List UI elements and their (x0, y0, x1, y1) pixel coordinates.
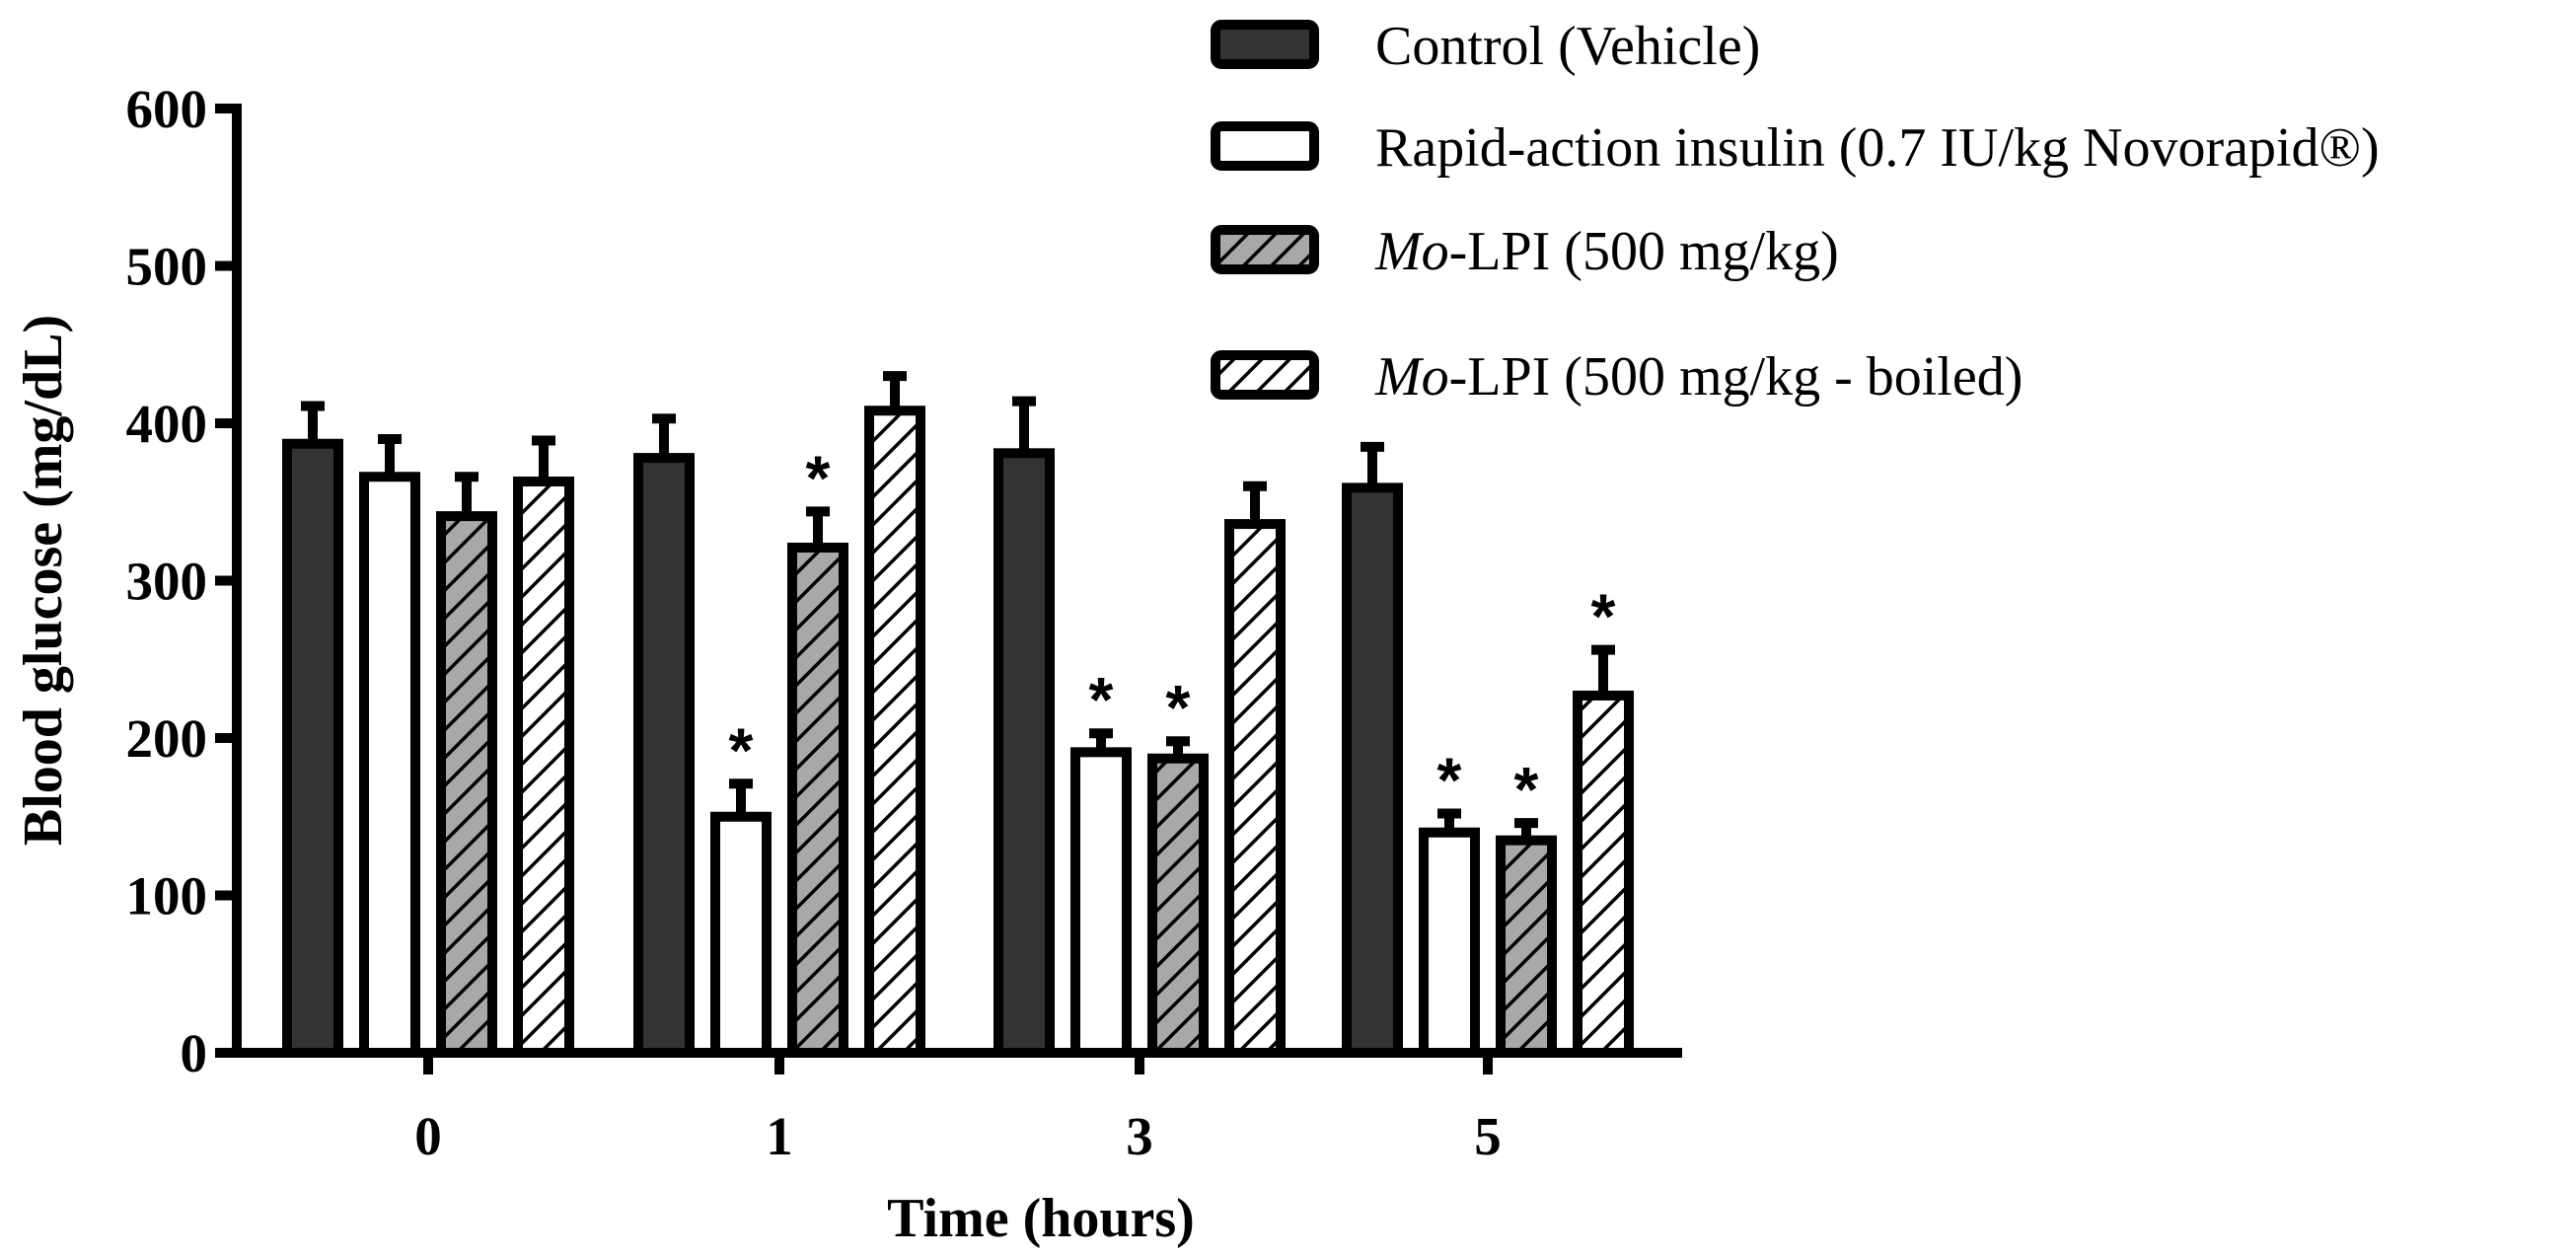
legend-swatch-0 (1211, 20, 1319, 69)
y-tick-label-300: 300 (126, 552, 208, 612)
bar-series-0-cat-1 (633, 453, 695, 1058)
x-tick-label-5: 5 (1474, 1106, 1502, 1166)
bar-series-2-cat-1 (787, 543, 848, 1058)
legend-label-2: Mo-LPI (500 mg/kg) (1374, 221, 1839, 282)
bar-series-2-cat-0 (436, 511, 497, 1058)
bar-series-3-cat-5 (1573, 690, 1634, 1058)
significance-star-series-2-cat-3: * (1166, 672, 1191, 743)
y-tick-label-600: 600 (126, 79, 208, 139)
bar-series-2-cat-5 (1496, 835, 1557, 1058)
x-tick-label-0: 0 (414, 1106, 442, 1166)
y-tick-label-200: 200 (126, 708, 208, 769)
bar-series-0-cat-3 (994, 448, 1055, 1058)
axes-layer: 0 100 200 300 400 500 600 0 1 3 5 Time (hours) Blood… (13, 79, 1682, 1249)
significance-star-series-2-cat-5: * (1514, 754, 1539, 825)
y-tick-label-0: 0 (181, 1023, 208, 1083)
bar-series-1-cat-5 (1419, 827, 1480, 1059)
bar-series-3-cat-1 (864, 406, 925, 1058)
legend-label-0: Control (Vehicle) (1375, 16, 1760, 77)
legend-label-3: Mo-LPI (500 mg/kg - boiled) (1374, 346, 2023, 407)
x-tick-label-3: 3 (1126, 1106, 1153, 1166)
y-tick-label-100: 100 (126, 866, 208, 926)
legend: Control (Vehicle) Rapid-action insulin (0… (1211, 16, 2380, 407)
significance-star-series-1-cat-3: * (1089, 664, 1114, 735)
x-axis-title: Time (hours) (887, 1188, 1195, 1249)
significance-star-series-2-cat-1: * (806, 442, 831, 513)
bar-series-0-cat-0 (282, 438, 343, 1058)
bar-series-3-cat-0 (513, 477, 574, 1058)
y-tick-label-400: 400 (126, 394, 208, 454)
bar-series-0-cat-5 (1342, 482, 1403, 1058)
x-tick-label-1: 1 (766, 1106, 793, 1166)
significance-star-series-1-cat-1: * (729, 714, 754, 785)
significance-star-series-3-cat-5: * (1591, 581, 1616, 652)
y-tick-label-500: 500 (126, 237, 208, 297)
significance-star-series-1-cat-5: * (1437, 745, 1462, 816)
legend-swatch-3 (1211, 350, 1319, 400)
bar-series-3-cat-3 (1224, 519, 1286, 1058)
legend-item-2: Mo-LPI (500 mg/kg) (1211, 221, 1839, 282)
legend-label-1: Rapid-action insulin (0.7 IU/kg Novorapi… (1375, 117, 2380, 179)
legend-swatch-1 (1211, 121, 1319, 171)
legend-swatch-2 (1211, 225, 1319, 274)
legend-item-0: Control (Vehicle) (1211, 16, 1760, 77)
bar-series-2-cat-3 (1147, 753, 1209, 1058)
bars-layer: * * * * * * * (282, 371, 1634, 1059)
bar-series-1-cat-0 (359, 472, 420, 1059)
legend-item-1: Rapid-action insulin (0.7 IU/kg Novorapi… (1211, 117, 2380, 179)
legend-item-3: Mo-LPI (500 mg/kg - boiled) (1211, 346, 2023, 407)
bar-series-1-cat-3 (1070, 747, 1132, 1058)
y-axis-title: Blood glucose (mg/dL) (13, 315, 74, 846)
bar-series-1-cat-1 (710, 811, 772, 1058)
